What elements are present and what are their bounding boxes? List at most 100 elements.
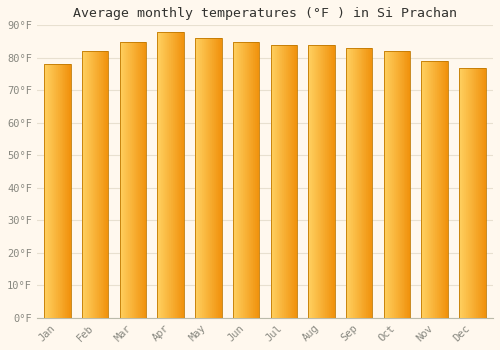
Bar bbox=[200, 38, 201, 318]
Bar bbox=[477, 68, 478, 318]
Bar bbox=[402, 51, 403, 318]
Bar bbox=[291, 45, 292, 318]
Bar bbox=[384, 51, 410, 318]
Bar bbox=[233, 42, 234, 318]
Bar bbox=[317, 45, 318, 318]
Bar bbox=[104, 51, 105, 318]
Bar bbox=[286, 45, 287, 318]
Bar bbox=[100, 51, 101, 318]
Bar bbox=[395, 51, 396, 318]
Bar bbox=[99, 51, 100, 318]
Bar bbox=[82, 51, 83, 318]
Bar bbox=[202, 38, 203, 318]
Bar bbox=[310, 45, 311, 318]
Bar bbox=[61, 64, 62, 318]
Bar bbox=[142, 42, 143, 318]
Bar bbox=[84, 51, 86, 318]
Bar bbox=[346, 48, 372, 318]
Bar bbox=[322, 45, 323, 318]
Bar bbox=[465, 68, 466, 318]
Bar bbox=[270, 45, 272, 318]
Bar bbox=[144, 42, 145, 318]
Bar bbox=[90, 51, 92, 318]
Bar bbox=[160, 32, 161, 318]
Bar bbox=[125, 42, 126, 318]
Bar bbox=[102, 51, 103, 318]
Bar bbox=[158, 32, 159, 318]
Bar bbox=[238, 42, 239, 318]
Bar bbox=[316, 45, 317, 318]
Bar bbox=[199, 38, 200, 318]
Bar bbox=[393, 51, 394, 318]
Bar bbox=[368, 48, 369, 318]
Bar bbox=[281, 45, 282, 318]
Bar bbox=[94, 51, 96, 318]
Bar bbox=[55, 64, 56, 318]
Bar bbox=[82, 51, 84, 318]
Bar bbox=[461, 68, 462, 318]
Bar bbox=[309, 45, 310, 318]
Bar bbox=[471, 68, 472, 318]
Bar bbox=[196, 38, 197, 318]
Bar bbox=[97, 51, 98, 318]
Bar bbox=[397, 51, 398, 318]
Bar bbox=[56, 64, 57, 318]
Bar bbox=[161, 32, 162, 318]
Bar bbox=[296, 45, 297, 318]
Bar bbox=[467, 68, 468, 318]
Bar bbox=[289, 45, 290, 318]
Bar bbox=[320, 45, 321, 318]
Bar bbox=[66, 64, 67, 318]
Bar bbox=[290, 45, 291, 318]
Bar bbox=[276, 45, 277, 318]
Bar bbox=[323, 45, 324, 318]
Bar bbox=[166, 32, 168, 318]
Bar bbox=[441, 61, 442, 318]
Bar bbox=[195, 38, 196, 318]
Bar bbox=[292, 45, 293, 318]
Bar bbox=[401, 51, 402, 318]
Bar bbox=[355, 48, 356, 318]
Bar bbox=[356, 48, 358, 318]
Bar bbox=[52, 64, 53, 318]
Bar bbox=[357, 48, 358, 318]
Bar bbox=[275, 45, 276, 318]
Bar bbox=[120, 42, 146, 318]
Bar bbox=[361, 48, 362, 318]
Bar bbox=[371, 48, 372, 318]
Bar bbox=[350, 48, 352, 318]
Bar bbox=[164, 32, 165, 318]
Bar bbox=[140, 42, 141, 318]
Bar bbox=[405, 51, 406, 318]
Bar bbox=[364, 48, 365, 318]
Bar bbox=[68, 64, 69, 318]
Bar bbox=[459, 68, 485, 318]
Bar bbox=[473, 68, 474, 318]
Bar bbox=[207, 38, 208, 318]
Bar bbox=[482, 68, 483, 318]
Bar bbox=[408, 51, 409, 318]
Bar bbox=[162, 32, 164, 318]
Bar bbox=[101, 51, 102, 318]
Bar bbox=[164, 32, 166, 318]
Bar bbox=[47, 64, 48, 318]
Bar bbox=[308, 45, 309, 318]
Bar bbox=[321, 45, 322, 318]
Bar bbox=[474, 68, 475, 318]
Bar bbox=[446, 61, 447, 318]
Bar bbox=[399, 51, 400, 318]
Bar bbox=[445, 61, 446, 318]
Bar bbox=[221, 38, 222, 318]
Bar bbox=[44, 64, 70, 318]
Bar bbox=[60, 64, 61, 318]
Bar bbox=[120, 42, 121, 318]
Bar bbox=[220, 38, 221, 318]
Bar bbox=[328, 45, 329, 318]
Bar bbox=[409, 51, 410, 318]
Bar bbox=[424, 61, 426, 318]
Bar bbox=[235, 42, 236, 318]
Bar bbox=[370, 48, 371, 318]
Bar bbox=[319, 45, 320, 318]
Bar bbox=[472, 68, 473, 318]
Bar bbox=[126, 42, 127, 318]
